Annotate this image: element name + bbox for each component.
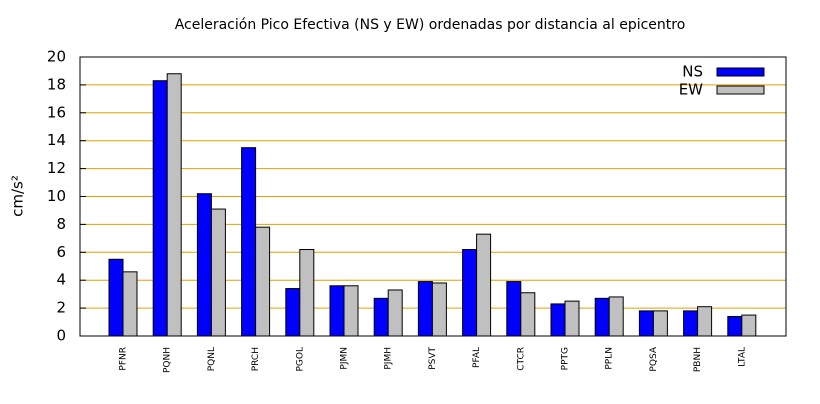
bar <box>285 288 301 337</box>
legend-label: NS <box>682 63 703 81</box>
bar <box>196 193 212 337</box>
x-tick-label: PPLN <box>605 347 615 370</box>
bar <box>343 285 359 337</box>
legend-label: EW <box>679 81 703 99</box>
y-tick-label: 18 <box>47 75 66 93</box>
x-tick-label: PGOL <box>295 347 305 372</box>
bar <box>122 271 138 337</box>
y-tick-label: 14 <box>47 131 66 149</box>
bar <box>697 306 713 337</box>
bar <box>652 310 668 337</box>
bar <box>462 249 478 337</box>
bar <box>299 249 315 337</box>
y-tick-label: 20 <box>47 48 66 66</box>
x-tick-label: PJMN <box>340 347 350 370</box>
bar <box>387 289 403 337</box>
bar <box>564 300 580 337</box>
bar <box>550 303 566 337</box>
x-tick-label: PBNH <box>693 347 703 372</box>
bar <box>476 233 492 337</box>
bar <box>329 285 345 337</box>
y-tick-label: 12 <box>47 159 66 177</box>
legend-swatch <box>716 67 765 77</box>
bar <box>431 282 447 337</box>
x-tick-label: PFAL <box>472 347 482 368</box>
bar <box>166 73 182 337</box>
x-tick-label: PJMH <box>384 347 394 370</box>
x-tick-label: PQNL <box>207 347 217 371</box>
x-tick-label: PRCH <box>251 347 261 371</box>
bar <box>608 296 624 337</box>
bar <box>108 258 124 337</box>
y-axis-label: cm/s² <box>9 175 27 217</box>
bar <box>683 310 699 337</box>
y-tick-label: 16 <box>47 103 66 121</box>
y-tick-label: 0 <box>56 327 66 345</box>
bar <box>741 314 757 337</box>
bar <box>506 281 522 337</box>
x-tick-label: PFNR <box>119 347 129 371</box>
bar <box>255 226 271 337</box>
x-tick-label: CTCR <box>516 347 526 371</box>
bar <box>373 297 389 337</box>
bar <box>638 310 654 337</box>
y-tick-label: 2 <box>56 299 66 317</box>
bar <box>520 292 536 337</box>
x-tick-label: LTAL <box>737 347 747 367</box>
bar <box>594 297 610 337</box>
y-tick-label: 8 <box>56 215 66 233</box>
bar <box>727 315 743 337</box>
legend-swatch <box>716 85 765 95</box>
x-tick-label: PPTG <box>561 347 571 370</box>
y-tick-label: 4 <box>56 271 66 289</box>
x-tick-label: PSVT <box>428 347 438 370</box>
y-tick-label: 10 <box>47 187 66 205</box>
bar <box>210 208 226 337</box>
x-tick-label: PQNH <box>163 347 173 373</box>
bar <box>152 80 168 337</box>
y-tick-label: 6 <box>56 243 66 261</box>
chart-title: Aceleración Pico Efectiva (NS y EW) orde… <box>175 17 686 33</box>
bar <box>417 281 433 337</box>
x-tick-label: PQSA <box>649 346 659 371</box>
bar <box>241 147 257 337</box>
